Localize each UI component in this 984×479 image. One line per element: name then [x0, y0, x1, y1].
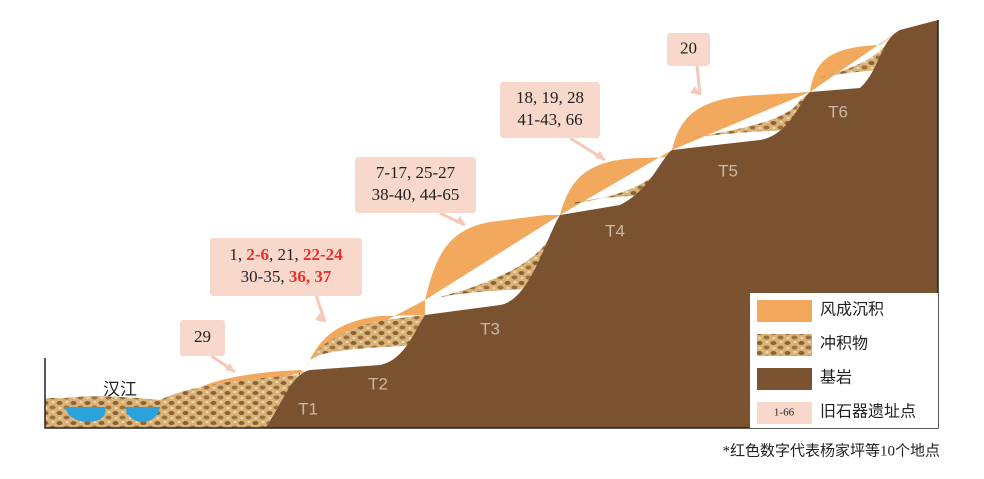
legend-swatch [757, 368, 812, 390]
site-label: 41-43, 66 [517, 110, 582, 129]
pointer-head [225, 363, 235, 372]
legend-label: 基岩 [820, 369, 852, 387]
terrace-label: T5 [718, 161, 738, 180]
pointer-head [315, 313, 325, 322]
site-number: 22-24 [303, 245, 343, 264]
frame [44, 20, 939, 429]
site-label: 30-35, 36, 37 [241, 267, 332, 286]
river-label: 汉江 [103, 380, 137, 399]
aeolian-deposit [180, 30, 900, 400]
terrace-label: T3 [480, 319, 500, 338]
site-box [667, 33, 710, 66]
site-label: 18, 19, 28 [516, 88, 584, 107]
site-number: 1, [229, 245, 246, 264]
pointer [314, 295, 327, 323]
terrace-label: T1 [298, 399, 318, 418]
pointer [695, 65, 702, 96]
terrace-label: T6 [828, 102, 848, 121]
legend-label: 冲积物 [820, 335, 868, 353]
site-number: 20 [680, 38, 697, 57]
site-number: 41-43, 66 [517, 110, 582, 129]
legend-swatch [757, 300, 812, 322]
site-number: 18, 19, 28 [516, 88, 584, 107]
legend-swatch [757, 402, 812, 424]
legend-swatch [757, 334, 812, 356]
site-number: 38-40, 44-65 [372, 185, 460, 204]
site-label: 7-17, 25-27 [376, 163, 456, 182]
pointer-head [455, 216, 465, 225]
site-number: 29 [194, 327, 211, 346]
site-label: 29 [194, 327, 211, 346]
site-number: , 21, [269, 245, 303, 264]
site-label: 1, 2-6, 21, 22-24 [229, 245, 343, 264]
site-box [180, 320, 225, 356]
site-number: 36, 37 [289, 267, 332, 286]
site-number: 7-17, 25-27 [376, 163, 456, 182]
terrace-label: T2 [368, 374, 388, 393]
site-box [210, 238, 362, 296]
site-box [500, 82, 600, 138]
terrace-label: T4 [605, 221, 625, 240]
legend-label: 风成沉积 [820, 301, 884, 319]
pointer-head [690, 86, 700, 95]
site-label: 38-40, 44-65 [372, 185, 460, 204]
river [65, 407, 160, 422]
pointer-head [595, 151, 605, 160]
legend-label: 旧石器遗址点 [820, 403, 916, 421]
legend-swatch-text: 1-66 [774, 407, 795, 419]
site-number: 2-6 [246, 245, 269, 264]
site-box [355, 157, 476, 213]
site-number: 30-35, [241, 267, 289, 286]
footnote: *红色数字代表杨家坪等10个地点 [722, 441, 940, 459]
site-label: 20 [680, 38, 697, 57]
